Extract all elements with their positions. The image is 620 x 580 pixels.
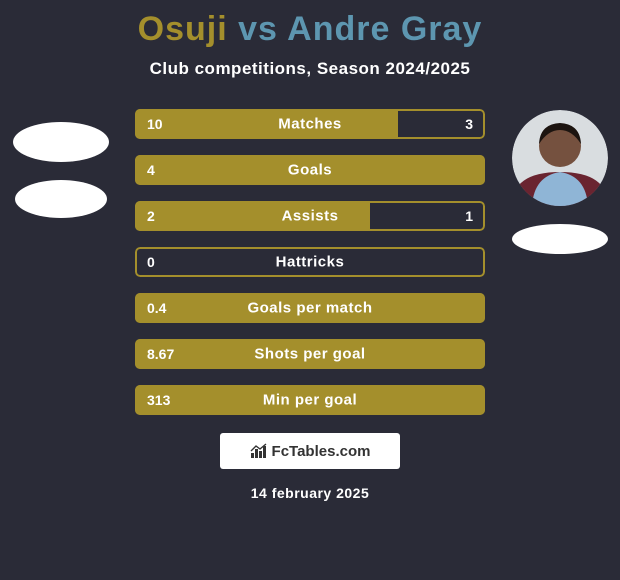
bar-value-right: 1	[465, 208, 473, 224]
title-vs: vs	[238, 10, 278, 48]
stat-row: Shots per goal8.67	[135, 339, 485, 369]
player-left	[8, 110, 113, 218]
bar-value-left: 8.67	[147, 346, 174, 362]
bar-label: Matches	[135, 116, 485, 133]
stat-row: Matches10 3	[135, 109, 485, 139]
player-left-avatar-wrap	[8, 110, 113, 218]
bar-label: Goals	[135, 162, 485, 179]
bar-label: Min per goal	[135, 392, 485, 409]
player-right-team-placeholder	[512, 224, 608, 254]
player-left-avatar-placeholder	[13, 122, 109, 162]
bar-label: Shots per goal	[135, 346, 485, 363]
stat-row: Goals per match0.4	[135, 293, 485, 323]
bar-value-left: 313	[147, 392, 170, 408]
comparison-container: Osuji vs Andre Gray Club competitions, S…	[0, 0, 620, 580]
bar-value-left: 0.4	[147, 300, 166, 316]
footer-logo-text: FcTables.com	[272, 443, 371, 460]
stat-row: Min per goal313	[135, 385, 485, 415]
bar-value-left: 0	[147, 254, 155, 270]
footer-date: 14 february 2025	[0, 485, 620, 501]
stat-bars: Matches10 3 Goals4 Assists2 1 Hattricks0 Goals…	[135, 109, 485, 415]
bar-value-left: 4	[147, 162, 155, 178]
bar-value-left: 2	[147, 208, 155, 224]
avatar-placeholder-icon	[512, 110, 608, 206]
bar-label: Assists	[135, 208, 485, 225]
player-right-avatar-wrap	[507, 110, 612, 254]
chart-icon	[250, 443, 268, 459]
player-left-team-placeholder	[15, 180, 107, 218]
title-player2: Andre Gray	[287, 10, 482, 48]
subtitle: Club competitions, Season 2024/2025	[0, 59, 620, 79]
bar-value-left: 10	[147, 116, 163, 132]
title-player1: Osuji	[138, 10, 228, 48]
stat-row: Goals4	[135, 155, 485, 185]
page-title: Osuji vs Andre Gray	[0, 0, 620, 49]
player-right	[507, 110, 612, 254]
footer-logo: FcTables.com	[220, 433, 400, 469]
bar-label: Goals per match	[135, 300, 485, 317]
bar-value-right: 3	[465, 116, 473, 132]
bar-label: Hattricks	[135, 254, 485, 271]
player-right-avatar	[512, 110, 608, 206]
stat-row: Assists2 1	[135, 201, 485, 231]
stat-row: Hattricks0	[135, 247, 485, 277]
